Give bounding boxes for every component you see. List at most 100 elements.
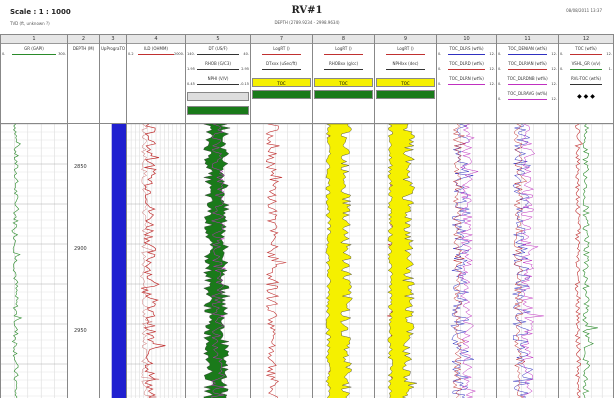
track-8: 8 LogRT () RHOBxx (g/cc) TOC bbox=[313, 34, 375, 398]
scale-min: 0. bbox=[498, 52, 502, 56]
tvd-note: TVD (ft, unknown ?) bbox=[10, 21, 50, 26]
track-header: LogRT () NPHIxx (dec) TOC bbox=[375, 44, 436, 124]
track-plot bbox=[559, 124, 613, 398]
curve-name: NPHIxx (dec) bbox=[392, 61, 419, 66]
curve-name: ILD (OHMM) bbox=[144, 46, 168, 51]
scale-max: 2.95 bbox=[241, 67, 249, 71]
track-number: 11 bbox=[497, 35, 558, 44]
curve-scale-line bbox=[570, 69, 602, 70]
track-header: DEPTH (M) bbox=[68, 44, 99, 124]
green-fill-legend bbox=[314, 90, 373, 99]
curve-header: UpPrograTOC bbox=[101, 46, 125, 60]
depth-label: 2900 bbox=[74, 246, 87, 252]
print-date: 08/08/2011 13:37 bbox=[566, 8, 602, 13]
curve-scale-line bbox=[448, 69, 485, 70]
curve-name: TOC_DENIAN (wt%) bbox=[508, 46, 547, 51]
scale-min: 0. bbox=[438, 52, 442, 56]
scale-min: 0. bbox=[498, 82, 502, 86]
curve-header: RHOBxx (g/cc) bbox=[314, 61, 373, 75]
curve-scale-line bbox=[262, 69, 301, 70]
scale-max: 12. bbox=[551, 52, 557, 56]
track-header: TOC (wt%) 0. 12. VSHL_GR (v/v) 0. 1. RVL-TOC (… bbox=[559, 44, 613, 124]
scale-max: 12. bbox=[489, 67, 495, 71]
track-curves bbox=[127, 124, 185, 398]
track-plot bbox=[1, 124, 67, 398]
depth-label: 2950 bbox=[74, 328, 87, 334]
track-plot bbox=[497, 124, 558, 398]
curve-header: ILD (OHMM) 0.2 2000. bbox=[128, 46, 184, 60]
curve-scale-line bbox=[508, 54, 547, 55]
curve-name: DTxxx (uSec/ft) bbox=[265, 61, 297, 66]
curve-scale-line bbox=[386, 69, 425, 70]
curve-name: TOC_DLRS (wt%) bbox=[449, 46, 484, 51]
curve-header: TOC_DLRDNB (wt%) 0. 12. bbox=[498, 76, 557, 90]
track-number: 9 bbox=[375, 35, 436, 44]
track-10: 10 TOC_DLRS (wt%) 0. 12. TOC_DLRD (wt%) 0. 12.… bbox=[437, 34, 497, 398]
curve-name: VSHL_GR (v/v) bbox=[571, 61, 601, 66]
curve-name: TOC_DLRDNB (wt%) bbox=[507, 76, 548, 81]
track-curves bbox=[1, 124, 67, 398]
curve-name: LogRT () bbox=[397, 46, 414, 51]
scale-max: 12. bbox=[489, 82, 495, 86]
track-number: 8 bbox=[313, 35, 374, 44]
track-12: 12 TOC (wt%) 0. 12. VSHL_GR (v/v) 0. 1. RVL-TOC… bbox=[559, 34, 614, 398]
track-number: 5 bbox=[186, 35, 250, 44]
scale-max: 1. bbox=[608, 67, 612, 71]
curve-header: LogRT () bbox=[252, 46, 311, 60]
track-header: LogRT () DTxxx (uSec/ft) TOC bbox=[251, 44, 312, 124]
depth-range: DEPTH (2789.9234 - 2998.9634) bbox=[274, 20, 340, 25]
curve-name: DT (US/F) bbox=[208, 46, 228, 51]
curve-header: NPHIxx (dec) bbox=[376, 61, 435, 75]
log-tracks: 1 GR (GAPI) 0. 300. 2 DEPTH (M) 2850 2900 2950 3 U… bbox=[0, 34, 614, 398]
track-header: TOC_DENIAN (wt%) 0. 12. TOC_DLRIAN (wt%) 0. 1… bbox=[497, 44, 558, 124]
curve-header: TOC_DLRD (wt%) 0. 12. bbox=[438, 61, 495, 75]
track-curves bbox=[559, 124, 613, 398]
curve-header: TOC_DLRIAN (wt%) 0. 12. bbox=[498, 61, 557, 75]
curve-scale-line bbox=[197, 54, 239, 55]
curve-name: NPHI (V/V) bbox=[207, 76, 229, 81]
curve-header: DTxxx (uSec/ft) bbox=[252, 61, 311, 75]
track-plot bbox=[100, 124, 126, 398]
track-4: 4 ILD (OHMM) 0.2 2000. bbox=[127, 34, 186, 398]
track-1: 1 GR (GAPI) 0. 300. bbox=[0, 34, 68, 398]
track-number: 3 bbox=[100, 35, 126, 44]
track-number: 10 bbox=[437, 35, 496, 44]
track-3: 3 UpPrograTOC bbox=[100, 34, 127, 398]
track-header: TOC_DLRS (wt%) 0. 12. TOC_DLRD (wt%) 0. 12. TO… bbox=[437, 44, 496, 124]
curve-scale-line bbox=[262, 54, 301, 55]
track-curves bbox=[437, 124, 496, 398]
curve-scale-line bbox=[570, 54, 602, 55]
scale-max: 12. bbox=[489, 52, 495, 56]
toc-fill-legend: TOC bbox=[252, 78, 311, 87]
curve-header: TOC_DLRN (wt%) 0. 12. bbox=[438, 76, 495, 90]
curve-scale-line bbox=[508, 99, 547, 100]
track-curves bbox=[111, 124, 126, 398]
scale-max: 12. bbox=[551, 97, 557, 101]
toc-column-fill bbox=[111, 124, 126, 398]
curve-name: TOC (wt%) bbox=[575, 46, 597, 51]
curve-name: UpPrograTOC bbox=[101, 46, 125, 51]
curve-name: TOC_DLRD (wt%) bbox=[449, 61, 484, 66]
curve-scale-line bbox=[324, 54, 363, 55]
curve-header: TOC (wt%) 0. 12. bbox=[560, 46, 612, 60]
track-plot bbox=[186, 124, 250, 398]
curve-scale-line bbox=[386, 54, 425, 55]
curve-name: RVL-TOC (wt%) bbox=[571, 76, 601, 81]
curve-name: LogRT () bbox=[335, 46, 352, 51]
curve-name: LogRT () bbox=[273, 46, 290, 51]
track-curves bbox=[251, 124, 312, 398]
scale-max: -0.15 bbox=[239, 82, 249, 86]
track-number: 1 bbox=[1, 35, 67, 44]
scale-min: 0.45 bbox=[187, 82, 195, 86]
curve-name: TOC_DLRAVG (wt%) bbox=[507, 91, 548, 96]
track-plot bbox=[437, 124, 496, 398]
scale-label: Scale : 1 : 1000 bbox=[10, 8, 71, 16]
scale-min: 0. bbox=[560, 52, 564, 56]
curve-name: RHOB (G/C3) bbox=[205, 61, 231, 66]
track-5: 5 DT (US/F) 140. 40. RHOB (G/C3) 1.95 2.95 NPHI… bbox=[186, 34, 251, 398]
curve-scale-line bbox=[138, 54, 174, 55]
curve-name: RHOBxx (g/cc) bbox=[328, 61, 359, 66]
track-plot bbox=[375, 124, 436, 398]
curve-scale-line bbox=[508, 69, 547, 70]
curve-header: RHOB (G/C3) 1.95 2.95 bbox=[187, 61, 249, 75]
